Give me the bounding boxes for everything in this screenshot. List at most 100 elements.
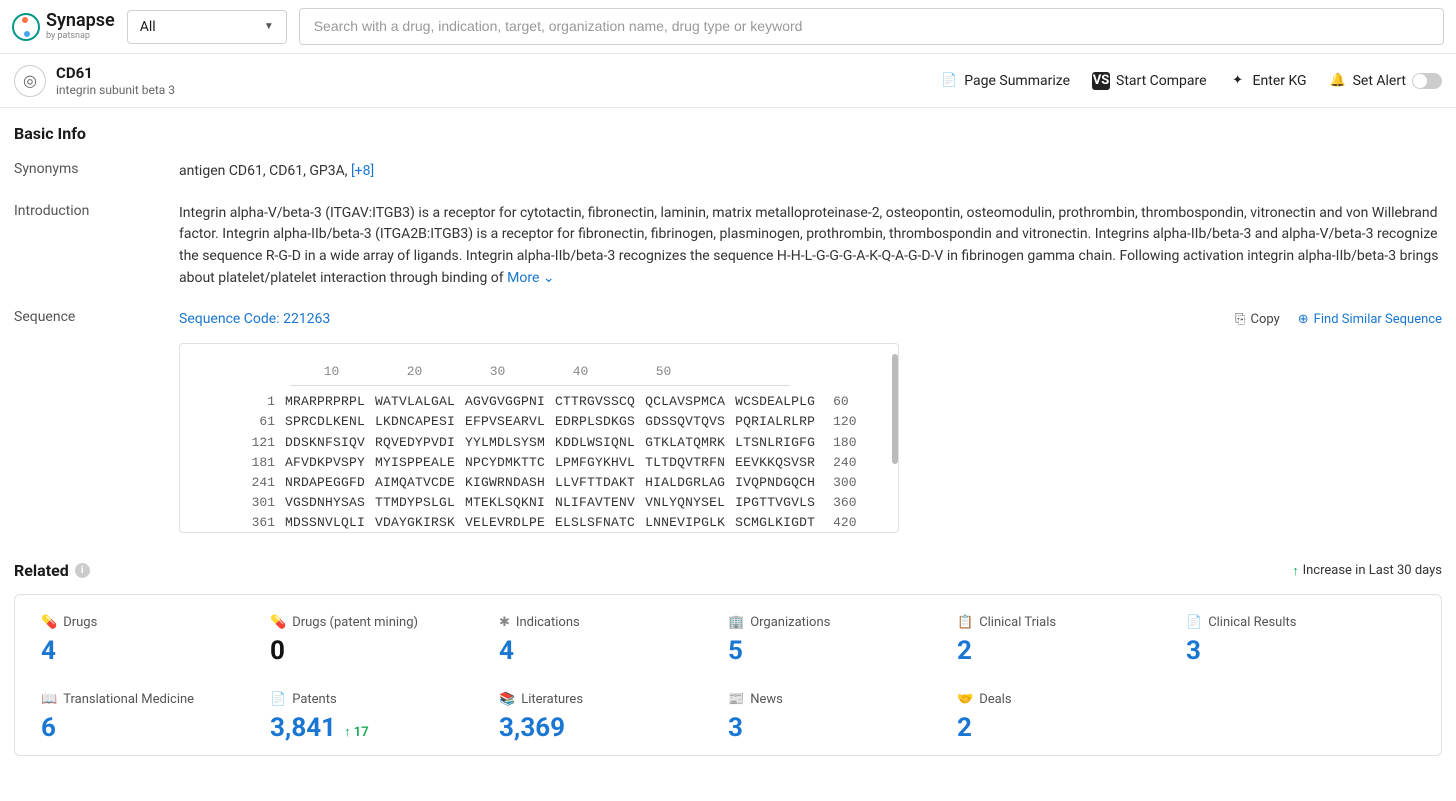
start-compare-button[interactable]: VS Start Compare bbox=[1092, 72, 1207, 90]
stat-label: 📋Clinical Trials bbox=[957, 615, 1186, 630]
stat-clinical-trials[interactable]: 📋Clinical Trials 2 bbox=[957, 615, 1186, 666]
copy-label: Copy bbox=[1251, 310, 1280, 330]
stat-deals[interactable]: 🤝Deals2 bbox=[957, 692, 1186, 743]
stat-label-text: News bbox=[750, 692, 783, 707]
seq-pos-right: 120 bbox=[833, 412, 856, 432]
stat-icon: 📄 bbox=[1186, 615, 1202, 630]
seq-chunk: MDSSNVLQLI bbox=[285, 513, 365, 533]
sequence-lines: 1MRARPRPRPLWATVLALGALAGVGVGGPNICTTRGVSSC… bbox=[220, 392, 858, 533]
seq-chunk: LTSNLRIGFG bbox=[735, 433, 815, 453]
ruler-tick: 20 bbox=[373, 362, 456, 382]
ruler-tick: 30 bbox=[456, 362, 539, 382]
stat-news[interactable]: 📰News 3 bbox=[728, 692, 957, 743]
stat-icon: 🏢 bbox=[728, 615, 744, 630]
stat-label: 💊Drugs (patent mining) bbox=[270, 615, 499, 630]
seq-chunk: RQVEDYPVDI bbox=[375, 433, 455, 453]
seq-chunk: YYLMDLSYSM bbox=[465, 433, 545, 453]
synonyms-more-link[interactable]: [+8] bbox=[351, 163, 374, 179]
seq-chunk: CTTRGVSSCQ bbox=[555, 392, 635, 412]
seq-chunk: DDSKNFSIQV bbox=[285, 433, 365, 453]
stat-value: 2 bbox=[957, 636, 1186, 666]
sequence-value: Sequence Code: 221263 ⎘ Copy ⊕ Find Simi… bbox=[179, 309, 1442, 533]
ruler-tick: 40 bbox=[539, 362, 622, 382]
kg-label: Enter KG bbox=[1253, 73, 1307, 89]
logo[interactable]: Synapse by patsnap bbox=[12, 12, 115, 41]
sequence-code-link[interactable]: Sequence Code: 221263 bbox=[179, 309, 330, 331]
copy-sequence-button[interactable]: ⎘ Copy bbox=[1235, 310, 1280, 330]
page-title: CD61 bbox=[56, 64, 175, 82]
seq-chunk: TTMDYPSLGL bbox=[375, 493, 455, 513]
stat-patents[interactable]: 📄Patents3,841↑ 17 bbox=[270, 692, 499, 743]
compare-label: Start Compare bbox=[1116, 73, 1207, 89]
synonyms-value: antigen CD61, CD61, GP3A, [+8] bbox=[179, 161, 1442, 183]
stat-drugs-patent-mining[interactable]: 💊Drugs (patent mining) 0 bbox=[270, 615, 499, 666]
alert-toggle[interactable] bbox=[1412, 73, 1442, 89]
related-header: Related i ↑ Increase in Last 30 days bbox=[14, 561, 1442, 580]
page-subtitle: integrin subunit beta 3 bbox=[56, 83, 175, 97]
introduction-value: Integrin alpha-V/beta-3 (ITGAV:ITGB3) is… bbox=[179, 203, 1442, 290]
enter-kg-button[interactable]: ✦ Enter KG bbox=[1229, 72, 1307, 90]
stat-number: 3,369 bbox=[499, 713, 565, 743]
stat-label-text: Clinical Trials bbox=[979, 615, 1056, 630]
search-input[interactable] bbox=[314, 18, 1429, 34]
summarize-icon: 📄 bbox=[940, 72, 958, 90]
stat-indications[interactable]: ✱Indications 4 bbox=[499, 615, 728, 666]
stat-clinical-results[interactable]: 📄Clinical Results3 bbox=[1186, 615, 1415, 666]
seq-pos-right: 60 bbox=[833, 392, 849, 412]
stat-literatures[interactable]: 📚Literatures3,369 bbox=[499, 692, 728, 743]
seq-pos-right: 180 bbox=[833, 433, 856, 453]
stat-label: 📄Patents bbox=[270, 692, 499, 707]
related-stats-box: 💊Drugs 4💊Drugs (patent mining) 0 ✱Indicatio… bbox=[14, 594, 1442, 756]
introduction-text: Integrin alpha-V/beta-3 (ITGAV:ITGB3) is… bbox=[179, 205, 1438, 286]
filter-selected: All bbox=[140, 19, 156, 35]
stat-label: 📖Translational Medicine bbox=[41, 692, 270, 707]
ruler-tick: 50 bbox=[622, 362, 705, 382]
stat-number: 5 bbox=[728, 636, 743, 666]
find-similar-sequence-button[interactable]: ⊕ Find Similar Sequence bbox=[1298, 310, 1442, 330]
vs-icon: VS bbox=[1092, 72, 1110, 90]
filter-select[interactable]: All ▼ bbox=[127, 10, 287, 44]
target-icon: ◎ bbox=[14, 65, 46, 97]
stat-number: 0 bbox=[270, 636, 285, 666]
seq-chunk: VGSDNHYSAS bbox=[285, 493, 365, 513]
stat-label-text: Literatures bbox=[521, 692, 583, 707]
seq-pos-left: 181 bbox=[220, 453, 275, 473]
seq-chunk: IPGTTVGVLS bbox=[735, 493, 815, 513]
stat-label: ✱Indications bbox=[499, 615, 728, 630]
info-icon[interactable]: i bbox=[75, 563, 90, 578]
ruler-tick: 10 bbox=[290, 362, 373, 382]
page-summarize-button[interactable]: 📄 Page Summarize bbox=[940, 72, 1070, 90]
synonyms-row: Synonyms antigen CD61, CD61, GP3A, [+8] bbox=[14, 161, 1442, 183]
sequence-viewer[interactable]: 1020304050 1MRARPRPRPLWATVLALGALAGVGVGGP… bbox=[179, 343, 899, 533]
chevron-down-icon: ▼ bbox=[264, 21, 274, 32]
introduction-more-link[interactable]: More ⌄ bbox=[507, 270, 554, 286]
seq-pos-left: 361 bbox=[220, 513, 275, 533]
stat-value: 2 bbox=[957, 713, 1186, 743]
find-similar-label: Find Similar Sequence bbox=[1314, 310, 1442, 330]
brand-byline: by patsnap bbox=[46, 32, 115, 41]
stat-number: 3 bbox=[728, 713, 743, 743]
seq-pos-right: 300 bbox=[833, 473, 856, 493]
seq-chunk: LKDNCAPESI bbox=[375, 412, 455, 432]
seq-chunk: EFPVSEARVL bbox=[465, 412, 545, 432]
sequence-line: 61SPRCDLKENLLKDNCAPESIEFPVSEARVLEDRPLSDK… bbox=[220, 412, 858, 432]
seq-chunk: WATVLALGAL bbox=[375, 392, 455, 412]
search-box[interactable] bbox=[299, 8, 1444, 45]
stat-translational-medicine[interactable]: 📖Translational Medicine 6 bbox=[41, 692, 270, 743]
seq-chunk: AGVGVGGPNI bbox=[465, 392, 545, 412]
stat-icon: 📄 bbox=[270, 692, 286, 707]
stat-number: 4 bbox=[499, 636, 514, 666]
stat-organizations[interactable]: 🏢 Organizations 5 bbox=[728, 615, 957, 666]
stat-label: 💊Drugs bbox=[41, 615, 270, 630]
stat-label-text: Organizations bbox=[750, 615, 830, 630]
up-arrow-icon: ↑ bbox=[1292, 563, 1299, 579]
stat-value: 4 bbox=[41, 636, 270, 666]
seq-chunk: LPMFGYKHVL bbox=[555, 453, 635, 473]
stat-value: 6 bbox=[41, 713, 270, 743]
seq-chunk: AFVDKPVSPY bbox=[285, 453, 365, 473]
seq-chunk: VELEVRDLPE bbox=[465, 513, 545, 533]
stat-label: 📰News bbox=[728, 692, 957, 707]
set-alert-button[interactable]: 🔔 Set Alert bbox=[1329, 72, 1442, 90]
stat-drugs[interactable]: 💊Drugs 4 bbox=[41, 615, 270, 666]
introduction-label: Introduction bbox=[14, 203, 179, 290]
